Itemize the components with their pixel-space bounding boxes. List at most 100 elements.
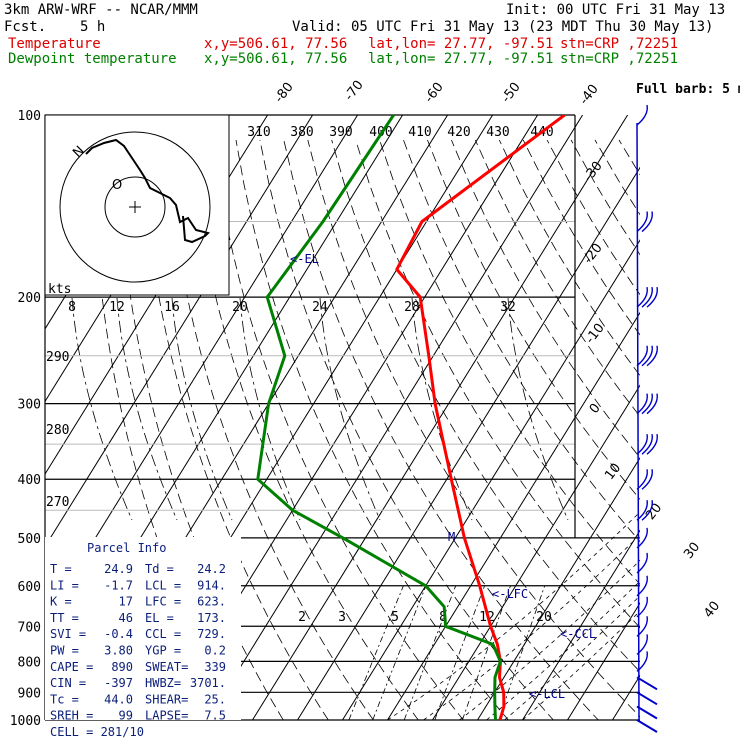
parcel-param-name: SREH = <box>50 709 93 723</box>
wind-barb-feather <box>636 434 648 455</box>
parcel-param-value: 46 <box>119 611 133 625</box>
isotherm-line <box>207 115 584 720</box>
dry-adiabat <box>187 139 419 720</box>
dry-adiabat <box>403 139 640 543</box>
wind-barb <box>636 676 658 691</box>
speed-curve <box>411 297 473 521</box>
parcel-param-name: SHEAR= <box>145 692 188 706</box>
dry-adiabat <box>498 139 640 377</box>
theta-label: 310 <box>247 125 270 140</box>
mixing-ratio-line <box>348 585 404 720</box>
isotherm-line <box>342 239 640 720</box>
wind-barb-feather <box>646 393 658 415</box>
parcel-param-value: 44.0 <box>104 692 133 706</box>
dry-adiabat <box>594 139 640 216</box>
wind-barb-feather <box>641 211 653 233</box>
speed-curve <box>71 297 133 521</box>
parcel-param-name: LCL = <box>145 578 181 592</box>
mixing-ratio-label: 3 <box>338 610 346 625</box>
parcel-param-value: 3701. <box>190 676 226 690</box>
temperature-legend: Temperature <box>8 36 101 52</box>
parcel-param-value: -0.4 <box>104 627 133 641</box>
speed-ring-label: 32 <box>500 300 516 315</box>
wind-barb <box>636 211 653 233</box>
sounding-annotation: <-LCL <box>529 687 565 701</box>
parcel-param-value: 99 <box>119 709 133 723</box>
wind-barb-feather <box>636 104 648 126</box>
dry-adiabat <box>474 139 640 417</box>
wind-barb-feather <box>636 691 658 706</box>
parcel-param-name: SWEAT= <box>145 660 188 674</box>
wind-barb <box>636 345 658 367</box>
isotherm-label: -40 <box>577 82 602 108</box>
parcel-param-value: 3.80 <box>104 644 133 658</box>
dry-adiabat <box>427 139 640 500</box>
temperature-xy: x,y=506.61, 77.56 <box>204 36 348 52</box>
dry-adiabat-label: 270 <box>46 495 69 510</box>
model-title: 3km ARW-WRF -- NCAR/MMM <box>4 2 198 18</box>
theta-label: 410 <box>408 125 431 140</box>
parcel-param-name: EL = <box>145 611 174 625</box>
wind-barb <box>636 719 658 733</box>
parcel-param-name: YGP = <box>145 644 181 658</box>
dry-adiabat <box>211 139 464 720</box>
sounding-annotation: <-LFC <box>492 587 528 601</box>
parcel-param-name: Tc = <box>50 692 79 706</box>
wind-barb-feather <box>641 500 653 521</box>
isotherm-label: -70 <box>342 78 367 104</box>
wind-barb <box>636 104 648 126</box>
wind-barb <box>636 527 648 549</box>
isotherm-line <box>567 602 640 720</box>
isotherm-label: -50 <box>499 80 524 106</box>
parcel-param-name: CAPE = <box>50 660 93 674</box>
wind-barb-feather <box>646 286 658 308</box>
pressure-label-600: 600 <box>18 580 41 595</box>
pressure-label-100: 100 <box>18 109 41 124</box>
speed-ring-label: 8 <box>68 300 76 315</box>
speed-ring-label: 28 <box>404 300 420 315</box>
theta-label: 430 <box>486 125 509 140</box>
isotherm-label: -10 <box>583 321 608 347</box>
parcel-param-name: CIN = <box>50 676 86 690</box>
isotherm-line <box>45 115 314 548</box>
pressure-label-800: 800 <box>18 655 41 670</box>
wind-barb-feather <box>636 211 648 233</box>
speed-unit-label: kts <box>48 282 71 297</box>
dewpoint-profile <box>256 115 502 720</box>
isotherm-label: 30 <box>681 540 703 562</box>
wind-barb-feather <box>641 345 653 367</box>
mixing-ratio-line <box>403 585 457 720</box>
wind-barb-feather <box>641 469 653 490</box>
parcel-param-name: K = <box>50 595 72 609</box>
parcel-param-value: 25. <box>204 692 226 706</box>
dry-adiabat <box>331 139 640 673</box>
wind-barb <box>636 434 658 455</box>
parcel-param-name: LFC = <box>145 595 181 609</box>
mixing-ratio-label: 20 <box>536 610 552 625</box>
sounding-annotation: <-EL <box>290 252 319 266</box>
speed-ring-label: 24 <box>312 300 328 315</box>
dry-adiabat <box>115 139 284 720</box>
wind-barb-feather <box>636 552 648 574</box>
dry-adiabat <box>283 139 599 720</box>
wind-barb <box>636 705 658 720</box>
dry-adiabat <box>379 139 640 585</box>
parcel-info-title: Parcel Info <box>87 541 166 555</box>
wind-barb <box>636 596 648 618</box>
moist-adiabat <box>486 580 640 720</box>
wind-barb <box>636 469 653 490</box>
parcel-param-name: CCL = <box>145 627 181 641</box>
pressure-label-500: 500 <box>18 532 41 547</box>
init-time: Init: 00 UTC Fri 31 May 13 <box>506 2 726 18</box>
parcel-param-value: -397 <box>104 676 133 690</box>
pressure-label-300: 300 <box>18 398 41 413</box>
sounding-annotation: M <box>448 530 455 544</box>
moist-adiabat <box>459 559 640 720</box>
wind-barb-feather <box>646 434 658 455</box>
theta-label: 420 <box>447 125 470 140</box>
isotherm-label: 20 <box>643 501 665 523</box>
parcel-param-value: 173. <box>197 611 226 625</box>
speed-curve <box>239 297 301 521</box>
dry-adiabat <box>451 139 640 459</box>
